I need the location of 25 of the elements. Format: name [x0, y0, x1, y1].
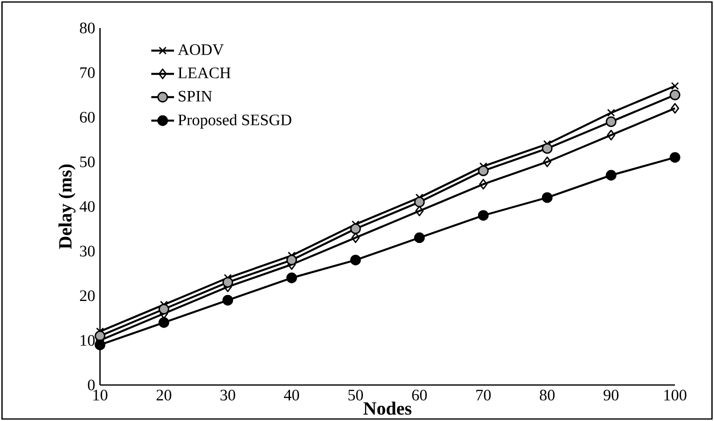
y-tick-label: 50	[80, 156, 95, 168]
y-tick-label: 30	[80, 246, 95, 257]
x-tick-label: 10	[93, 390, 108, 400]
x-tick-label: 30	[220, 390, 236, 400]
y-tick-label: 20	[80, 290, 95, 302]
y-tick-label: 10	[80, 334, 95, 346]
x-tick-label: 90	[604, 390, 618, 400]
legend-label: AODV	[178, 44, 224, 56]
x-axis-title: Nodes	[363, 402, 412, 415]
y-axis-title: Delay (ms)	[58, 164, 76, 249]
x-tick-label: 20	[156, 390, 172, 400]
legend-label: SPIN	[178, 90, 212, 102]
y-tick-label: 80	[80, 22, 95, 34]
y-tick-label: 70	[80, 67, 95, 78]
x-tick-label: 80	[540, 390, 555, 400]
legend-label: LEACH	[178, 68, 231, 78]
x-tick-label: 40	[284, 390, 300, 400]
y-tick-label: 0	[88, 380, 95, 390]
y-tick-label: 60	[80, 112, 95, 123]
y-tick-label: 40	[80, 201, 95, 212]
legend-label: Proposed SESGD	[178, 114, 292, 129]
x-tick-label: 60	[412, 390, 427, 400]
x-tick-label: 50	[348, 390, 363, 400]
x-tick-label: 100	[664, 390, 686, 400]
x-tick-label: 70	[476, 390, 491, 400]
